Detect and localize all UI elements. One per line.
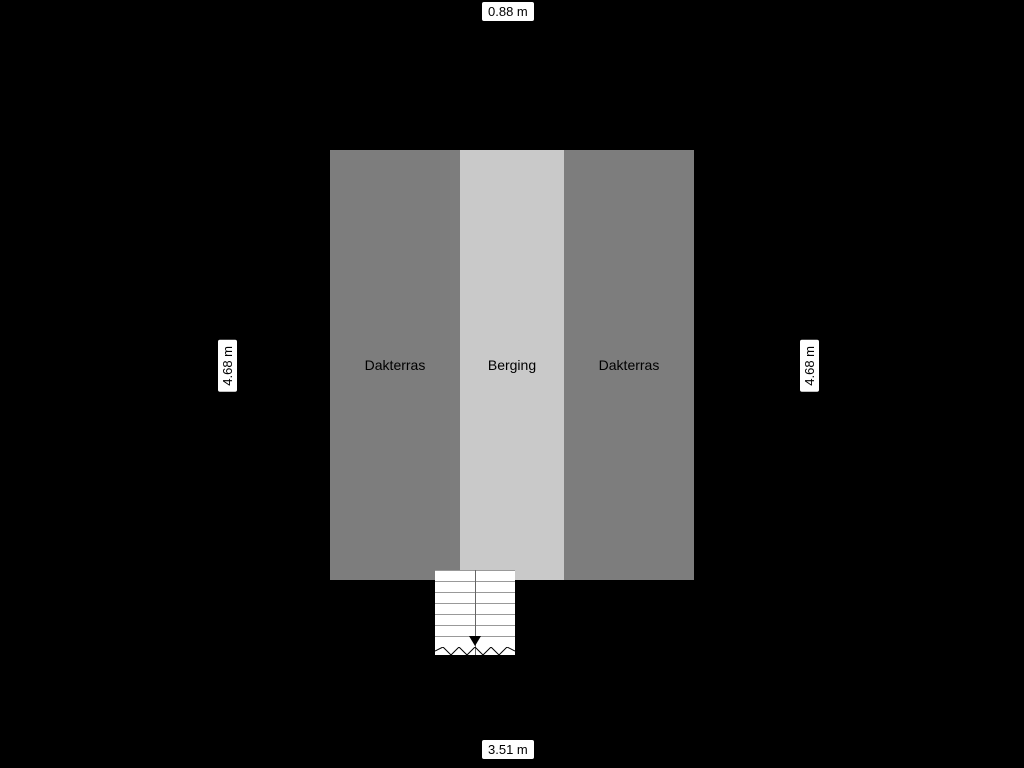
room-dakterras-right: Dakterras: [564, 150, 694, 580]
stairs-arrow-icon: [469, 636, 481, 646]
room-label: Berging: [488, 357, 536, 373]
stairs-break-icon: [435, 647, 515, 655]
dim-top: 0.88 m: [482, 2, 534, 21]
floor-plan: Dakterras Berging Dakterras: [330, 150, 694, 580]
stairs: [435, 570, 515, 655]
dim-right: 4.68 m: [800, 340, 819, 392]
dim-left: 4.68 m: [218, 340, 237, 392]
room-label: Dakterras: [365, 357, 426, 373]
room-berging: Berging: [460, 150, 564, 580]
room-dakterras-left: Dakterras: [330, 150, 460, 580]
dim-bottom: 3.51 m: [482, 740, 534, 759]
room-label: Dakterras: [599, 357, 660, 373]
